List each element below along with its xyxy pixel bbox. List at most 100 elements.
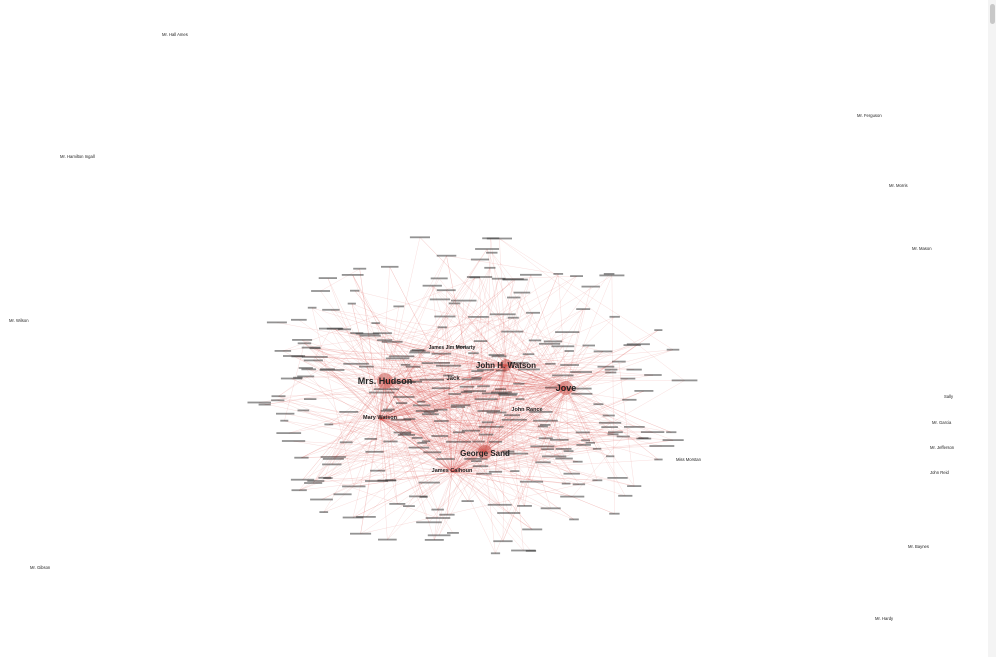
graph-edge xyxy=(429,471,453,483)
graph-edge xyxy=(276,322,507,366)
vertical-scrollbar[interactable] xyxy=(988,0,996,657)
graph-edge xyxy=(384,380,427,442)
minor-node-label xyxy=(592,447,602,450)
graph-edge xyxy=(505,364,567,484)
graph-edge xyxy=(451,316,615,473)
minor-node-label xyxy=(436,364,462,367)
graph-edge xyxy=(377,470,453,473)
graph-edge xyxy=(293,440,486,453)
graph-edge xyxy=(299,394,508,491)
graph-edge xyxy=(379,418,644,439)
minor-node-label xyxy=(304,482,323,484)
graph-edge xyxy=(507,393,644,439)
minor-node-label xyxy=(307,306,317,309)
graph-edge xyxy=(467,388,580,502)
graph-edge xyxy=(313,360,453,473)
graph-edge xyxy=(379,418,477,462)
graph-edge xyxy=(466,364,507,393)
graph-edge xyxy=(323,418,381,513)
graph-edge xyxy=(331,255,447,465)
graph-edge xyxy=(354,290,486,453)
minor-node-label xyxy=(405,365,421,368)
node-sand[interactable] xyxy=(478,445,492,459)
graph-edge xyxy=(384,343,550,382)
graph-edge xyxy=(302,339,442,389)
graph-edge xyxy=(359,268,381,420)
graph-edge xyxy=(565,387,618,479)
graph-edge xyxy=(446,471,453,515)
graph-edge xyxy=(384,380,572,475)
minor-node-label xyxy=(353,267,367,270)
minor-node-label xyxy=(461,378,481,381)
minor-node-label xyxy=(455,345,467,348)
graph-edge xyxy=(451,448,598,473)
node-jove[interactable] xyxy=(559,381,573,395)
graph-edge xyxy=(353,471,453,487)
graph-outlier-nodes: Mr. Hall Ames Mr. Hamilton Ingall Mr. Wi… xyxy=(9,32,955,621)
minor-node-label xyxy=(545,362,556,365)
graph-edge xyxy=(451,267,491,473)
graph-edge xyxy=(384,380,515,421)
minor-node-label xyxy=(431,387,451,390)
graph-edge xyxy=(451,345,589,473)
minor-node-label xyxy=(415,410,438,412)
minor-node-label xyxy=(350,289,360,292)
graph-edge xyxy=(379,418,440,437)
graph-edge xyxy=(379,344,633,420)
node-watson[interactable] xyxy=(500,359,512,371)
graph-edge xyxy=(351,303,507,366)
graph-edge xyxy=(448,365,487,435)
graph-edge xyxy=(484,292,523,453)
graph-edge xyxy=(379,418,453,473)
minor-node-label xyxy=(508,361,529,364)
graph-edge xyxy=(314,356,381,420)
graph-edge xyxy=(457,406,486,453)
graph-edge xyxy=(484,437,644,453)
minor-node-label xyxy=(408,446,430,449)
graph-edge xyxy=(451,399,630,473)
minor-node-label xyxy=(258,403,271,406)
minor-node-label xyxy=(666,348,680,351)
minor-node-label xyxy=(475,248,500,250)
graph-edge xyxy=(379,370,478,420)
graph-edge xyxy=(384,362,519,382)
minor-node-label xyxy=(356,516,376,518)
graph-edge xyxy=(513,297,609,416)
scrollbar-thumb[interactable] xyxy=(990,4,995,24)
graph-edge xyxy=(384,380,441,410)
minor-node-label xyxy=(553,273,564,275)
graph-edge xyxy=(406,434,551,509)
minor-node-label xyxy=(634,390,654,392)
minor-node-label xyxy=(522,353,535,356)
minor-node-label xyxy=(417,400,426,403)
graph-edge xyxy=(299,369,612,491)
graph-edge xyxy=(565,286,591,389)
minor-node-label xyxy=(535,461,551,464)
graph-edge xyxy=(301,309,584,458)
minor-node-label xyxy=(571,392,593,395)
graph-edge xyxy=(389,266,486,453)
graph-edge xyxy=(379,276,577,420)
minor-node-label xyxy=(491,391,512,394)
graph-edge xyxy=(565,349,674,389)
graph-edge xyxy=(384,380,477,462)
graph-edge xyxy=(421,401,591,444)
graph-edge xyxy=(484,420,546,453)
minor-node-label xyxy=(671,379,698,382)
graph-edge xyxy=(446,471,453,515)
graph-edge xyxy=(491,252,514,280)
minor-node-label xyxy=(421,413,439,416)
graph-edge xyxy=(384,380,544,463)
graph-edge xyxy=(412,366,453,473)
graph-edge xyxy=(454,393,672,433)
graph-edge xyxy=(441,353,453,473)
minor-node-label xyxy=(453,431,465,434)
graph-edge xyxy=(565,387,591,443)
minor-node-label xyxy=(555,331,580,333)
node-hudson[interactable] xyxy=(377,373,393,389)
graph-edge xyxy=(390,267,491,442)
minor-node-label xyxy=(429,298,451,301)
graph-edge xyxy=(484,451,635,487)
minor-node-label xyxy=(497,512,521,514)
